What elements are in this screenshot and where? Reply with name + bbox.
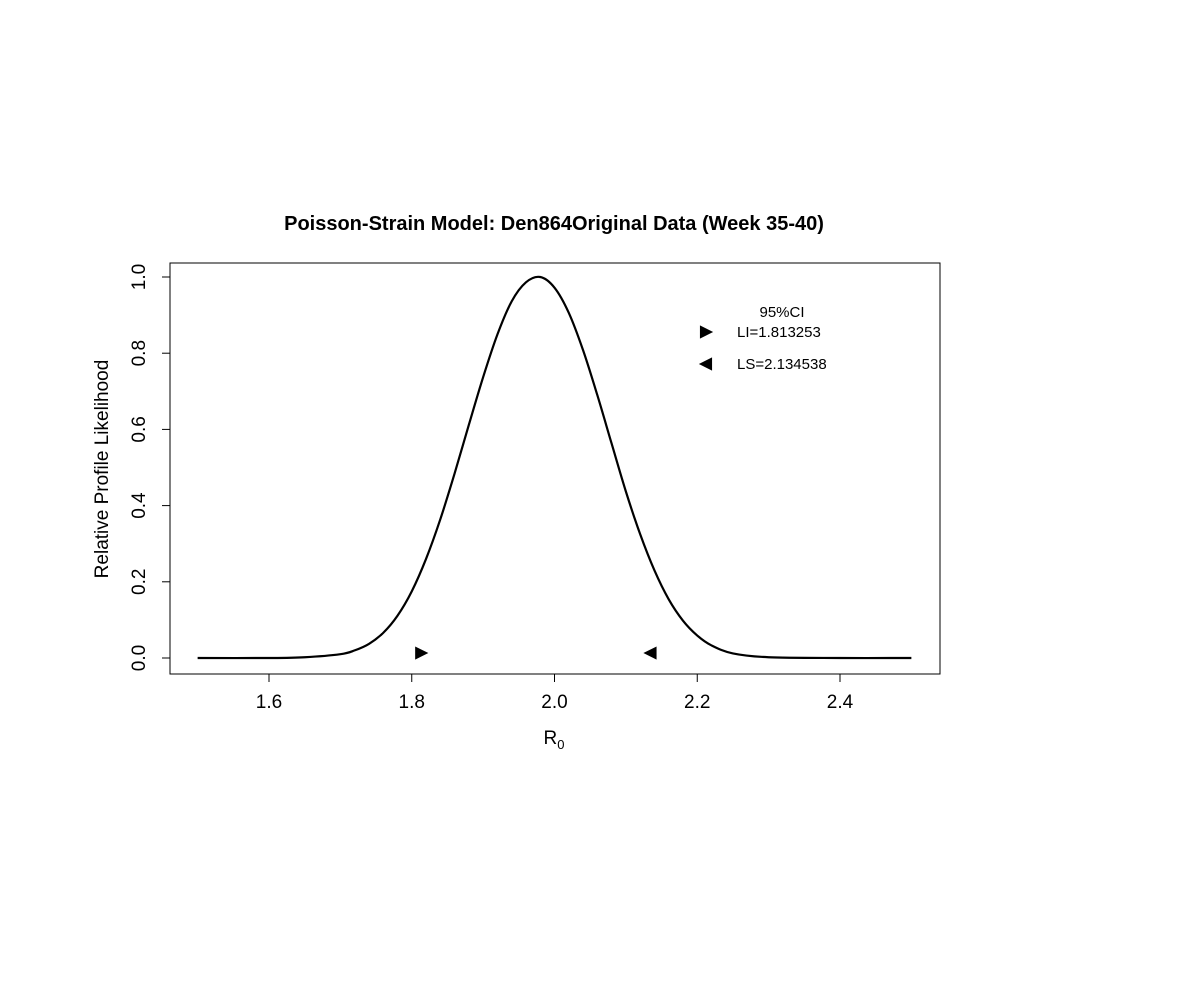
y-tick-label: 0.4 <box>129 492 150 519</box>
x-tick-label: 2.2 <box>684 692 710 713</box>
x-axis-label-subscript: 0 <box>557 737 564 752</box>
x-axis: 1.6 1.8 2.0 2.2 2.4 <box>256 673 854 713</box>
legend-label-li: LI=1.813253 <box>737 324 821 341</box>
y-tick-label: 0.8 <box>129 340 150 366</box>
ci-lower-marker <box>415 646 429 660</box>
y-tick-label: 0.6 <box>129 416 150 442</box>
x-axis-label: R0 <box>544 728 565 752</box>
y-axis: 0.0 0.2 0.4 0.6 0.8 1.0 <box>129 264 171 671</box>
x-tick-label: 1.6 <box>256 692 282 713</box>
likelihood-curve <box>197 275 912 660</box>
x-tick-label: 2.4 <box>827 692 854 713</box>
chart-title: Poisson-Strain Model: Den864Original Dat… <box>284 213 824 235</box>
y-tick-label: 0.0 <box>129 645 150 671</box>
legend-title: 95%CI <box>759 304 804 321</box>
legend-marker-ls <box>698 357 713 371</box>
legend-label-ls: LS=2.134538 <box>737 356 827 373</box>
x-axis-label-main: R <box>544 728 558 749</box>
plot-area <box>197 275 912 660</box>
plot-frame <box>169 262 941 675</box>
y-tick-label: 1.0 <box>129 264 150 290</box>
x-tick-label: 2.0 <box>541 692 567 713</box>
ci-upper-marker <box>643 646 657 660</box>
legend-marker-li <box>699 325 714 339</box>
y-axis-label: Relative Profile Likelihood <box>92 360 113 579</box>
x-tick-label: 1.8 <box>399 692 425 713</box>
y-tick-label: 0.2 <box>129 569 150 595</box>
legend: 95%CI LI=1.813253 LS=2.134538 <box>698 304 827 373</box>
